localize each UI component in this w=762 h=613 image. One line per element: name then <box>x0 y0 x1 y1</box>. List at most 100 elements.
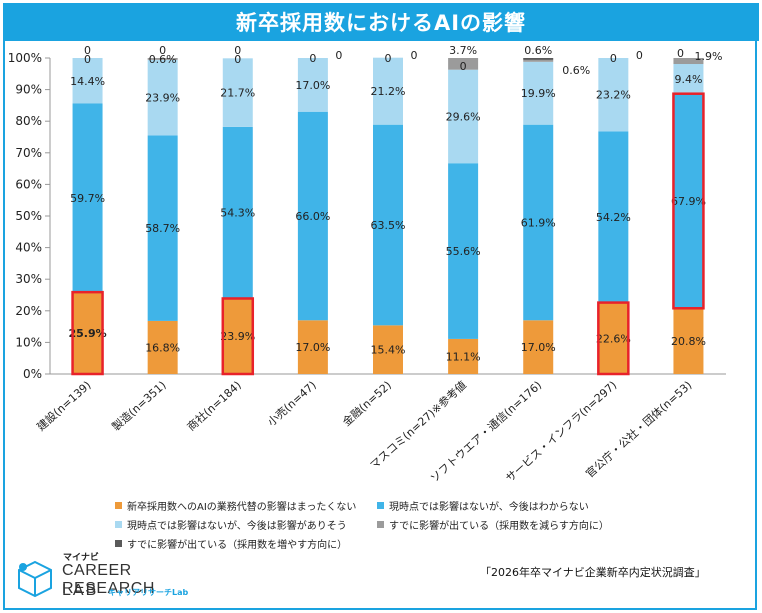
y-tick-label: 70% <box>15 146 42 160</box>
bar-segment-1 <box>297 111 328 321</box>
data-label: 63.5% <box>371 219 406 232</box>
data-label: 21.2% <box>371 85 406 98</box>
legend-label-s1: 現時点では影響はないが、今後はわからない <box>389 502 589 513</box>
data-label: 17.0% <box>295 341 330 354</box>
legend-swatch-s3 <box>377 521 384 528</box>
legend-label-s3: すでに影響が出ている（採用数を減らす方向に） <box>389 521 609 532</box>
legend-item-s1: 現時点では影響はないが、今後はわからない <box>377 498 589 513</box>
data-label: 15.4% <box>371 344 406 357</box>
data-label: 25.9% <box>68 327 106 340</box>
data-label: 0.6% <box>149 53 177 66</box>
category-label: 商社(n=184) <box>184 378 244 434</box>
y-tick-label: 0% <box>23 367 42 381</box>
data-label: 1.9% <box>694 50 722 63</box>
bar-segment-1 <box>523 124 554 321</box>
bar-segment-1 <box>673 93 704 309</box>
legend-item-s0: 新卒採用数へのAIの業務代替の影響はまったくない <box>115 498 377 513</box>
bar-segment-2 <box>72 58 103 104</box>
data-label: 0 <box>411 49 418 62</box>
data-label: 67.9% <box>671 195 706 208</box>
bar-segment-4 <box>523 58 554 60</box>
bar-segment-1 <box>147 135 178 321</box>
category-label: 金融(n=52) <box>339 378 394 429</box>
y-tick-label: 90% <box>15 83 42 97</box>
bar-segment-1 <box>448 163 479 339</box>
y-tick-label: 10% <box>15 335 42 349</box>
bar-segment-0 <box>448 338 479 374</box>
legend-label-s0: 新卒採用数へのAIの業務代替の影響はまったくない <box>127 502 357 513</box>
data-label: 0 <box>460 60 467 73</box>
data-label: 0 <box>234 53 241 66</box>
bar-segment-1 <box>72 103 103 293</box>
data-label: 58.7% <box>145 222 180 235</box>
stacked-bar-chart: 0% 10% 20% 30% 40% 50% 60% 70% 80% 90% 100% 25.9% 59… <box>8 44 726 485</box>
cube-logo-icon <box>18 560 52 598</box>
legend-label-s4: すでに影響が出ている（採用数を増やす方向に） <box>127 540 348 551</box>
bar-segment-0 <box>297 320 328 374</box>
bar-segment-2 <box>673 64 704 94</box>
data-label: 54.3% <box>220 207 255 220</box>
legend-swatch-s1 <box>377 502 384 509</box>
legend-swatch-s0 <box>115 502 122 509</box>
data-label: 19.9% <box>521 87 556 100</box>
data-label: 14.4% <box>70 75 105 88</box>
legend-swatch-s4 <box>115 540 122 547</box>
data-label: 61.9% <box>521 216 556 229</box>
legend-label-s2: 現時点では影響はないが、今後は影響がありそう <box>127 521 347 532</box>
legend-swatch-s2 <box>115 521 122 528</box>
y-tick-label: 30% <box>15 272 42 286</box>
data-label: 20.8% <box>671 335 706 348</box>
bar-segment-1 <box>373 124 403 326</box>
data-label: 66.0% <box>295 210 330 223</box>
legend-item-s3: すでに影響が出ている（採用数を減らす方向に） <box>377 517 609 532</box>
source-note: 「2026年卒マイナビ企業新卒内定状況調査」 <box>480 566 706 579</box>
data-label: 21.7% <box>220 87 255 100</box>
data-label: 55.6% <box>446 245 481 258</box>
data-label: 22.6% <box>596 332 631 345</box>
bar-segment-2 <box>523 61 554 125</box>
data-label: 0 <box>309 52 316 65</box>
highlight-box <box>221 297 255 376</box>
career-research-lab-logo: マイナビ CAREER RESEARCH LAB キャリアリサーチLab <box>14 550 204 606</box>
bar-segment-2 <box>448 69 479 164</box>
data-label: 0 <box>677 47 684 60</box>
highlight-box <box>71 290 104 376</box>
category-label: 製造(n=351) <box>109 378 169 434</box>
bar-segment-0 <box>222 298 253 374</box>
bar-segment-1 <box>222 126 253 299</box>
y-tick-label: 100% <box>8 51 42 65</box>
data-label: 59.7% <box>70 192 105 205</box>
bar-segment-2 <box>598 58 629 132</box>
bar-segment-1 <box>598 131 629 303</box>
data-label: 0 <box>385 52 392 65</box>
logo-line1: CAREER RESEARCH <box>62 562 155 597</box>
bar-segment-3 <box>673 58 704 65</box>
data-label: 0 <box>610 52 617 65</box>
bar-segment-0 <box>147 320 178 374</box>
data-label: 0 <box>234 44 241 57</box>
bar-segment-3 <box>147 58 178 60</box>
bar-segment-0 <box>523 320 554 374</box>
y-tick-label: 20% <box>15 304 42 318</box>
data-label: 0 <box>335 49 342 62</box>
bar-segment-0 <box>373 325 403 374</box>
data-label: 29.6% <box>446 110 481 123</box>
bar-segment-2 <box>373 57 403 125</box>
legend-item-s2: 現時点では影響はないが、今後は影響がありそう <box>115 517 377 532</box>
data-label: 0 <box>84 53 91 66</box>
highlight-box <box>597 301 630 376</box>
bar-segment-3 <box>448 58 479 70</box>
data-label: 17.0% <box>521 341 556 354</box>
data-label: 11.1% <box>446 350 481 363</box>
logo-kana-bottom: キャリアリサーチLab <box>108 588 189 597</box>
legend-item-s4: すでに影響が出ている（採用数を増やす方向に） <box>115 536 347 551</box>
category-label: 小売(n=47) <box>265 379 319 429</box>
bar-segment-2 <box>147 59 178 136</box>
highlight-box <box>672 92 705 310</box>
data-label: 0 <box>636 49 643 62</box>
data-label: 0 <box>84 44 91 57</box>
data-label: 0.6% <box>524 44 552 57</box>
bar-segment-0 <box>72 292 103 374</box>
data-label: 0 <box>159 44 166 57</box>
y-tick-label: 50% <box>15 209 42 223</box>
